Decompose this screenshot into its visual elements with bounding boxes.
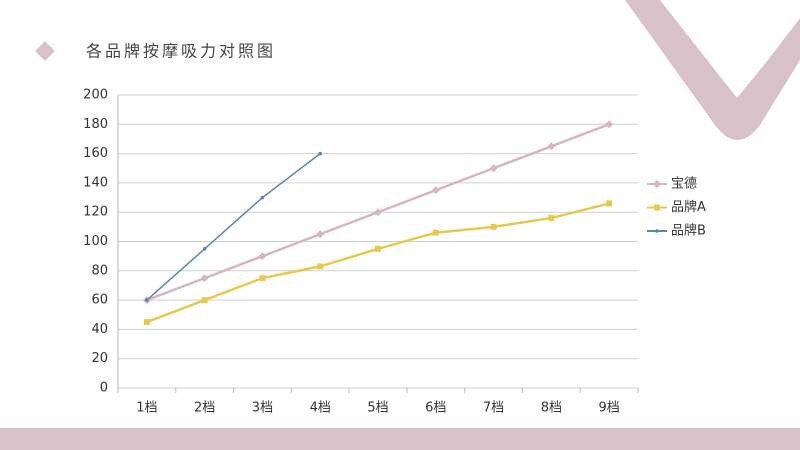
x-tick-label: 2档 <box>194 401 215 416</box>
point <box>143 319 150 326</box>
point <box>316 230 325 239</box>
point <box>654 204 660 211</box>
series-line <box>146 202 610 324</box>
footer-band <box>0 428 800 450</box>
point <box>653 180 661 188</box>
point <box>375 245 381 252</box>
y-tick-label: 40 <box>91 322 108 337</box>
y-tick-label: 100 <box>83 234 108 249</box>
series-line <box>146 153 321 301</box>
point <box>548 215 555 222</box>
point <box>605 120 614 129</box>
y-tick-label: 0 <box>100 381 108 396</box>
y-tick-label: 80 <box>91 263 108 278</box>
point <box>606 200 613 207</box>
x-tick-label: 1档 <box>136 401 157 416</box>
y-tick-label: 200 <box>83 88 108 103</box>
y-tick-label: 160 <box>83 146 108 161</box>
y-tick-label: 120 <box>83 205 108 220</box>
point <box>258 252 267 261</box>
point <box>490 223 497 230</box>
title-icon <box>35 41 55 61</box>
point <box>432 229 439 236</box>
legend-label: 宝德 <box>671 177 697 192</box>
x-tick-label: 4档 <box>310 401 331 416</box>
y-tick-label: 180 <box>83 117 108 132</box>
point <box>259 275 266 282</box>
point <box>202 247 207 251</box>
point <box>318 151 323 156</box>
point <box>547 142 556 151</box>
point <box>145 298 149 302</box>
point <box>374 208 382 217</box>
x-tick-label: 7档 <box>483 401 504 416</box>
x-tick-label: 9档 <box>598 401 619 416</box>
chart-title: 各品牌按摩吸力对照图 <box>86 42 276 61</box>
y-tick-label: 20 <box>91 351 108 366</box>
x-tick-label: 8档 <box>541 401 562 416</box>
point <box>489 164 498 173</box>
point <box>317 263 324 270</box>
legend-label: 品牌A <box>671 199 706 215</box>
x-tick-label: 3档 <box>252 401 273 416</box>
point <box>200 274 209 283</box>
legend-label: 品牌B <box>671 223 706 239</box>
corner-decoration <box>625 0 800 140</box>
y-tick-label: 140 <box>83 175 108 190</box>
y-tick-label: 60 <box>91 293 108 308</box>
x-tick-label: 5档 <box>367 401 388 416</box>
x-tick-label: 6档 <box>425 401 446 416</box>
point <box>201 297 208 304</box>
point <box>260 195 265 200</box>
point <box>431 186 440 195</box>
point <box>655 229 659 233</box>
